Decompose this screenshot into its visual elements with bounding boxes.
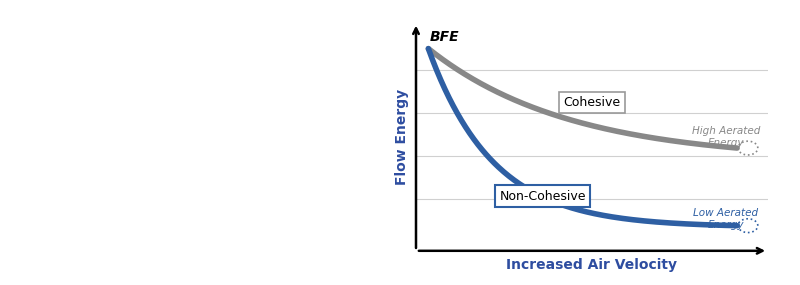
Text: BFE: BFE bbox=[430, 30, 460, 44]
Text: Non-Cohesive: Non-Cohesive bbox=[499, 190, 586, 203]
Text: Cohesive: Cohesive bbox=[563, 96, 621, 109]
X-axis label: Increased Air Velocity: Increased Air Velocity bbox=[506, 258, 678, 272]
Y-axis label: Flow Energy: Flow Energy bbox=[395, 89, 409, 185]
Text: High Aerated
Energy: High Aerated Energy bbox=[691, 126, 760, 148]
Text: Low Aerated
Energy: Low Aerated Energy bbox=[693, 208, 758, 230]
